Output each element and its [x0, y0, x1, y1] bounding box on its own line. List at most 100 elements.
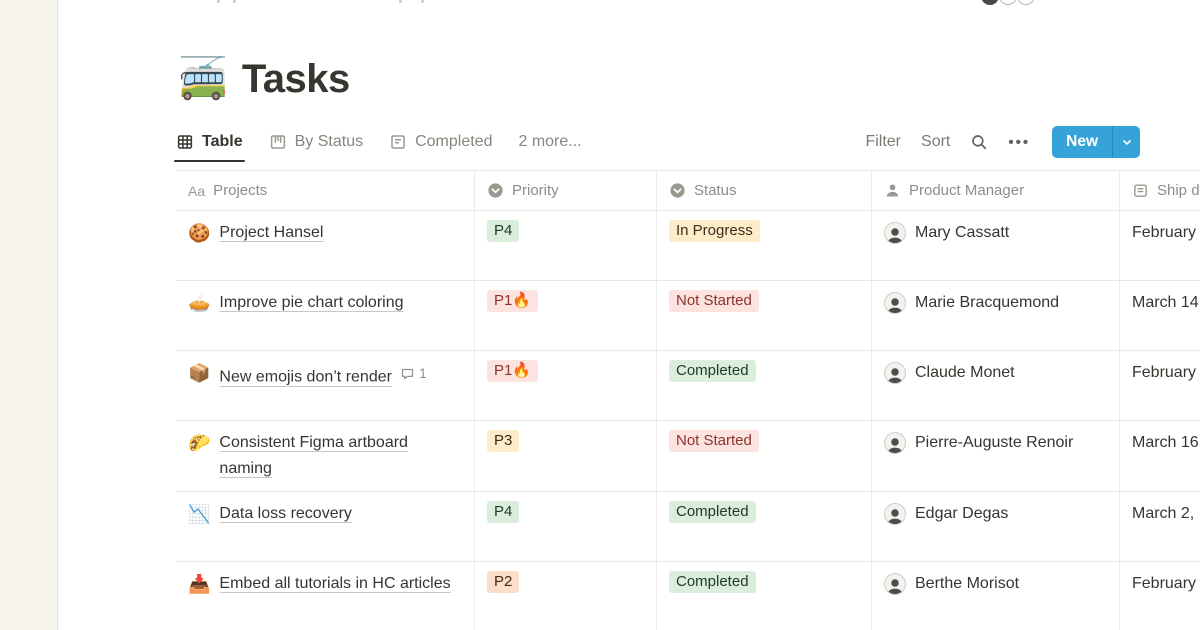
status-cell[interactable]: Completed — [657, 562, 872, 630]
priority-cell[interactable]: P4 — [475, 492, 657, 561]
comment-bubble-icon — [401, 368, 414, 379]
project-cell[interactable]: 📉 Data loss recovery — [176, 492, 475, 561]
status-tag[interactable]: Completed — [669, 360, 756, 382]
ship-date-cell[interactable]: February — [1132, 575, 1197, 592]
more-options-button[interactable]: ••• — [1008, 133, 1031, 151]
manager-name: Edgar Degas — [915, 505, 1009, 522]
table-row: 📥 Embed all tutorials in HC articles P2 … — [176, 562, 1200, 630]
project-cell[interactable]: 📦 New emojis don’t render 1 — [176, 351, 475, 420]
tab-table-view[interactable]: Table — [174, 122, 245, 162]
select-icon — [488, 183, 503, 198]
status-cell[interactable]: Completed — [657, 492, 872, 561]
table-icon — [177, 135, 193, 149]
search-button[interactable] — [970, 133, 988, 151]
status-cell[interactable]: In Progress — [657, 211, 872, 280]
priority-tag[interactable]: P1🔥 — [487, 290, 539, 312]
status-cell[interactable]: Not Started — [657, 421, 872, 491]
priority-tag[interactable]: P2 — [487, 571, 520, 593]
sort-button[interactable]: Sort — [921, 133, 951, 150]
ship-date-cell[interactable]: February — [1132, 364, 1197, 381]
manager-name: Mary Cassatt — [915, 224, 1010, 241]
cropped-text-remnant — [421, 0, 424, 3]
tab-by-status-view[interactable]: By Status — [269, 122, 363, 162]
filter-button[interactable]: Filter — [865, 133, 902, 150]
avatar — [884, 432, 906, 454]
status-tag[interactable]: In Progress — [669, 220, 760, 242]
new-dropdown-button[interactable] — [1112, 126, 1140, 158]
toolbar-actions: Filter Sort ••• New — [865, 126, 1140, 158]
priority-tag[interactable]: P4 — [487, 501, 520, 523]
project-emoji: 🌮 — [188, 433, 211, 453]
status-tag[interactable]: Completed — [669, 571, 756, 593]
status-cell[interactable]: Completed — [657, 351, 872, 420]
avatar — [981, 0, 999, 5]
project-title-link[interactable]: Improve pie chart coloring — [219, 294, 404, 311]
product-manager-cell[interactable]: Edgar Degas — [872, 492, 1120, 561]
ship-date-cell[interactable]: March 16 — [1132, 434, 1199, 451]
comment-count: 1 — [400, 360, 427, 386]
manager-name: Pierre-Auguste Renoir — [915, 434, 1074, 451]
manager-name: Claude Monet — [915, 364, 1015, 381]
priority-tag[interactable]: P1🔥 — [487, 360, 539, 382]
cropped-text-remnant — [233, 0, 236, 3]
priority-cell[interactable]: P1🔥 — [475, 281, 657, 350]
ship-date-cell[interactable]: March 14 — [1132, 294, 1199, 311]
avatar — [884, 503, 906, 525]
project-title-link[interactable]: New emojis don’t render — [219, 368, 392, 386]
column-label: Projects — [213, 182, 268, 199]
project-cell[interactable]: 🥧 Improve pie chart coloring — [176, 281, 475, 350]
priority-cell[interactable]: P1🔥 — [475, 351, 657, 420]
list-page-icon — [391, 135, 405, 149]
project-cell[interactable]: 📥 Embed all tutorials in HC articles — [176, 562, 475, 630]
table-row: 🌮 Consistent Figma artboard naming P3 No… — [176, 421, 1200, 492]
avatar — [884, 362, 906, 384]
project-emoji: 📦 — [188, 363, 211, 383]
status-tag[interactable]: Not Started — [669, 430, 759, 452]
page-title-text[interactable]: Tasks — [241, 56, 350, 101]
priority-tag[interactable]: P4 — [487, 220, 520, 242]
column-header-projects[interactable]: Aa Projects — [176, 171, 475, 210]
view-toolbar: Table By Status Completed 2 more... Filt… — [174, 122, 1140, 162]
priority-cell[interactable]: P3 — [475, 421, 657, 491]
avatar — [884, 222, 906, 244]
project-cell[interactable]: 🌮 Consistent Figma artboard naming — [176, 421, 475, 491]
product-manager-cell[interactable]: Marie Bracquemond — [872, 281, 1120, 350]
project-emoji: 📥 — [188, 574, 211, 594]
column-header-product-manager[interactable]: Product Manager — [872, 171, 1120, 210]
project-title-link[interactable]: Data loss recovery — [219, 505, 352, 522]
status-tag[interactable]: Completed — [669, 501, 756, 523]
text-icon: Aa — [188, 182, 206, 199]
table-row: 🍪 Project Hansel P4 In Progress Mary Cas… — [176, 211, 1200, 281]
more-views-button[interactable]: 2 more... — [518, 133, 582, 150]
ship-date-cell[interactable]: February — [1132, 224, 1197, 241]
column-header-ship-date[interactable]: Ship date — [1120, 171, 1200, 210]
column-header-priority[interactable]: Priority — [475, 171, 657, 210]
avatar — [999, 0, 1017, 5]
status-cell[interactable]: Not Started — [657, 281, 872, 350]
ship-date-cell[interactable]: March 2, — [1132, 505, 1195, 522]
project-title-link[interactable]: Consistent Figma artboard naming — [219, 434, 408, 477]
column-header-status[interactable]: Status — [657, 171, 872, 210]
column-label: Status — [694, 182, 737, 199]
project-cell[interactable]: 🍪 Project Hansel — [176, 211, 475, 280]
new-button-group: New — [1052, 126, 1140, 158]
page-icon[interactable]: 🚎 — [178, 57, 228, 101]
new-button[interactable]: New — [1052, 126, 1112, 158]
product-manager-cell[interactable]: Berthe Morisot — [872, 562, 1120, 630]
project-title-link[interactable]: Project Hansel — [219, 224, 324, 241]
product-manager-cell[interactable]: Pierre-Auguste Renoir — [872, 421, 1120, 491]
select-icon — [670, 183, 685, 198]
manager-name: Marie Bracquemond — [915, 294, 1060, 311]
tab-completed-view[interactable]: Completed — [389, 122, 492, 162]
priority-tag[interactable]: P3 — [487, 430, 520, 452]
avatar — [884, 292, 906, 314]
column-label: Priority — [512, 182, 559, 199]
search-icon — [972, 135, 987, 150]
product-manager-cell[interactable]: Mary Cassatt — [872, 211, 1120, 280]
priority-cell[interactable]: P4 — [475, 211, 657, 280]
project-title-link[interactable]: Embed all tutorials in HC articles — [219, 575, 451, 592]
product-manager-cell[interactable]: Claude Monet — [872, 351, 1120, 420]
project-emoji: 🥧 — [188, 293, 211, 313]
status-tag[interactable]: Not Started — [669, 290, 759, 312]
priority-cell[interactable]: P2 — [475, 562, 657, 630]
